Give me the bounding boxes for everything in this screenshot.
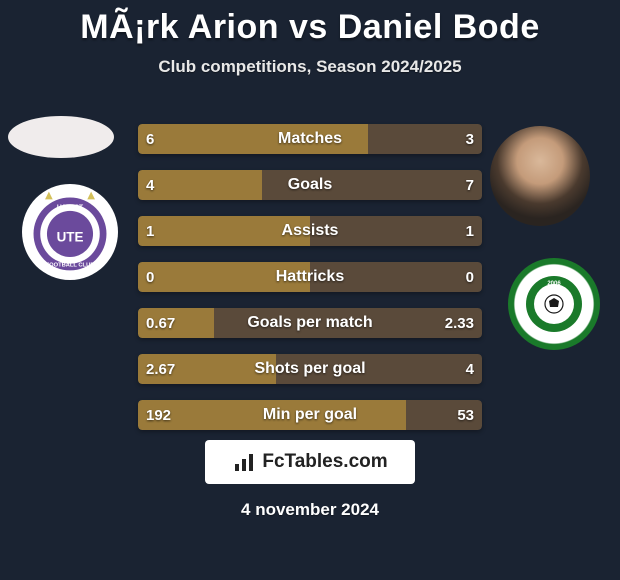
stat-value-left: 0 (146, 262, 154, 292)
stat-row: Shots per goal2.67 4 (138, 354, 482, 384)
subtitle: Club competitions, Season 2024/2025 (0, 57, 620, 77)
stat-value-right: 7 (466, 170, 474, 200)
stat-row: Matches6 3 (138, 124, 482, 154)
stat-value-left: 2.67 (146, 354, 175, 384)
stat-value-left: 6 (146, 124, 154, 154)
stat-label: Assists (138, 216, 482, 246)
ujpest-badge-icon: UTE UJPEST FOOTBALL CLUB (22, 184, 118, 280)
stat-label: Min per goal (138, 400, 482, 430)
stat-row: Hattricks0 0 (138, 262, 482, 292)
stat-label: Goals per match (138, 308, 482, 338)
stat-label: Shots per goal (138, 354, 482, 384)
paksi-badge-icon: 2006 (524, 274, 584, 334)
stat-label: Goals (138, 170, 482, 200)
stat-label: Hattricks (138, 262, 482, 292)
player-left-club-badge: UTE UJPEST FOOTBALL CLUB (22, 184, 118, 280)
player-right-club-badge: 2006 (508, 258, 600, 350)
svg-text:UJPEST: UJPEST (57, 204, 84, 211)
brand-badge: FcTables.com (205, 440, 415, 484)
svg-text:FOOTBALL CLUB: FOOTBALL CLUB (46, 263, 95, 269)
brand-text: FcTables.com (262, 451, 387, 473)
stat-value-right: 53 (457, 400, 474, 430)
svg-text:UTE: UTE (57, 230, 84, 245)
stat-value-left: 0.67 (146, 308, 175, 338)
comparison-chart: Matches63Goals47Assists11Hattricks00Goal… (138, 124, 482, 446)
stat-value-right: 1 (466, 216, 474, 246)
stat-value-right: 3 (466, 124, 474, 154)
player-right-avatar (490, 126, 590, 226)
stat-row: Goals4 7 (138, 170, 482, 200)
date-label: 4 november 2024 (0, 500, 620, 520)
stat-label: Matches (138, 124, 482, 154)
stat-value-right: 0 (466, 262, 474, 292)
stat-value-right: 2.33 (445, 308, 474, 338)
stat-value-left: 192 (146, 400, 171, 430)
stat-value-left: 4 (146, 170, 154, 200)
stat-value-left: 1 (146, 216, 154, 246)
stat-value-right: 4 (466, 354, 474, 384)
chart-bars-icon (232, 450, 256, 474)
stat-row: Goals per match0.67 2.33 (138, 308, 482, 338)
svg-text:2006: 2006 (547, 281, 561, 287)
stat-row: Min per goal192 53 (138, 400, 482, 430)
page-title: MÃ¡rk Arion vs Daniel Bode (0, 0, 620, 47)
stat-row: Assists1 1 (138, 216, 482, 246)
player-left-avatar (8, 116, 114, 158)
